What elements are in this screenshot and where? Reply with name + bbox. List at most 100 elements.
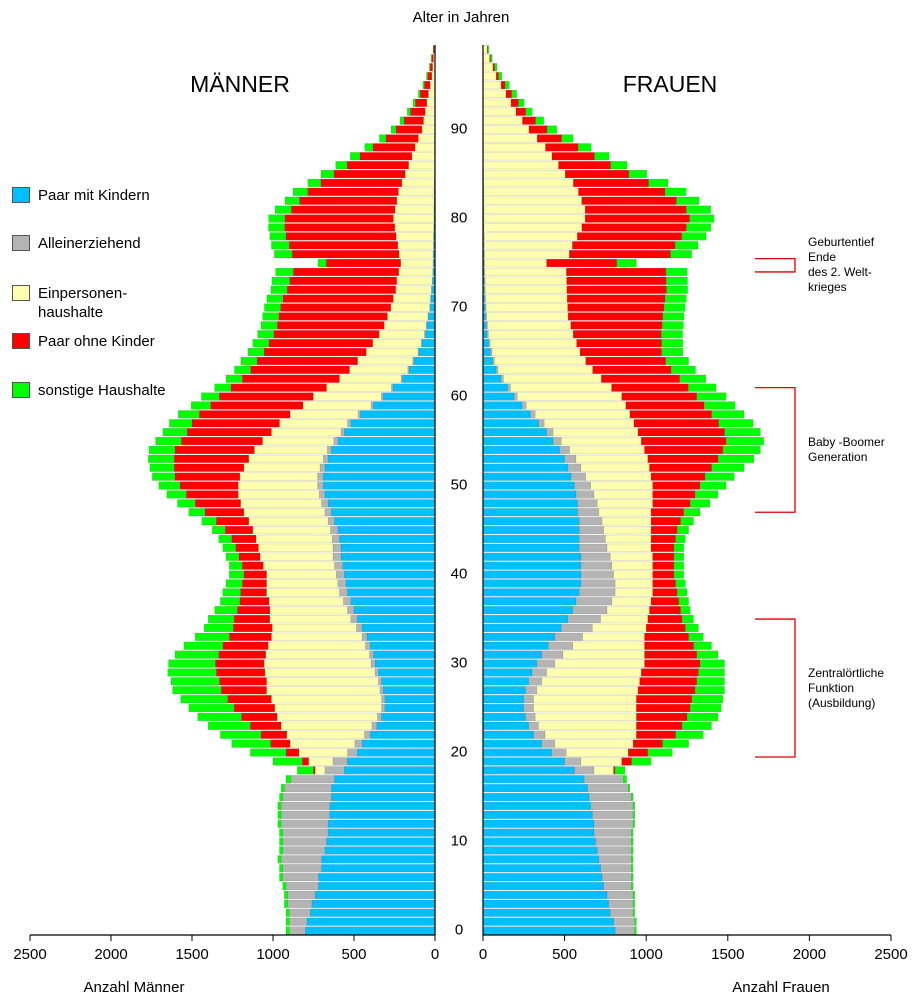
bar-segment — [652, 481, 701, 490]
bar-segment — [180, 695, 228, 704]
bar-segment — [287, 890, 316, 900]
bar-segment — [582, 632, 645, 641]
x-axis-label: Anzahl Männer — [84, 979, 185, 996]
bar-segment — [528, 721, 539, 730]
bar-segment — [525, 686, 538, 695]
bar-segment — [579, 588, 616, 597]
bar-segment — [482, 650, 543, 659]
bar-segment — [579, 347, 662, 357]
bar-segment — [663, 303, 686, 312]
bar-segment — [546, 125, 558, 134]
bar-segment — [482, 392, 515, 401]
bar-segment — [482, 570, 582, 579]
x-tick-label: 2500 — [13, 946, 46, 963]
bar-segment — [280, 303, 392, 312]
bar-segment — [384, 695, 436, 704]
bar-segment — [704, 472, 735, 481]
bar-segment — [572, 606, 608, 615]
bar-segment — [482, 463, 569, 472]
bar-segment — [510, 98, 519, 107]
bar-segment — [636, 721, 683, 730]
bar-segment — [271, 695, 382, 704]
bar-segment — [650, 525, 678, 535]
bar-segment — [423, 116, 436, 125]
bar-segment — [331, 508, 436, 517]
bar-segment — [276, 321, 385, 330]
bar-segment — [483, 107, 517, 116]
bar-segment — [484, 294, 486, 303]
bar-segment — [280, 721, 373, 730]
bar-segment — [234, 365, 251, 374]
bar-segment — [289, 410, 359, 419]
bar-segment — [592, 365, 672, 374]
bar-segment — [696, 677, 725, 686]
bar-segment — [482, 917, 614, 926]
bar-segment — [264, 668, 376, 677]
bar-segment — [680, 517, 694, 526]
bar-segment — [580, 561, 613, 570]
bar-segment — [581, 223, 687, 232]
bar-segment — [490, 347, 493, 357]
bar-segment — [578, 187, 666, 196]
bar-segment — [224, 525, 254, 535]
y-tick-label: 50 — [451, 477, 468, 494]
bar-segment — [404, 169, 435, 179]
bar-segment — [344, 570, 436, 579]
bar-segment — [288, 926, 306, 935]
bar-segment — [282, 881, 287, 891]
bar-segment — [533, 695, 637, 704]
x-tick-label: 2000 — [793, 946, 826, 963]
bar-segment — [631, 855, 634, 864]
bar-segment — [690, 499, 711, 508]
bar-segment — [482, 89, 507, 99]
bar-segment — [364, 730, 371, 739]
bar-segment — [528, 125, 548, 134]
bar-segment — [631, 837, 634, 846]
annotation: Baby -Boomer Generation — [808, 434, 885, 464]
bar-segment — [332, 543, 342, 552]
bar-segment — [377, 712, 382, 722]
bar-segment — [536, 134, 562, 143]
bar-segment — [306, 917, 436, 926]
bar-segment — [410, 107, 426, 116]
bar-segment — [652, 588, 678, 597]
bar-segment — [577, 499, 598, 508]
bar-segment — [396, 196, 435, 205]
bar-segment — [267, 641, 366, 650]
bar-segment — [587, 784, 629, 793]
bar-segment — [592, 810, 634, 819]
bar-segment — [482, 766, 575, 775]
bar-segment — [395, 285, 432, 294]
bar-segment — [327, 445, 332, 455]
bar-segment — [317, 481, 324, 490]
bar-segment — [696, 392, 727, 401]
bar-segment — [279, 864, 283, 873]
bar-segment — [483, 205, 586, 214]
bar-segment — [266, 570, 337, 579]
bar-segment — [632, 810, 636, 819]
bar-segment — [603, 881, 632, 891]
bar-segment — [191, 419, 280, 428]
bar-segment — [282, 873, 319, 882]
bar-segment — [482, 757, 565, 766]
bar-segment — [482, 80, 502, 90]
bar-segment — [326, 383, 392, 392]
bar-segment — [482, 695, 525, 704]
bar-segment — [327, 828, 436, 837]
x-tick-label: 2000 — [94, 946, 127, 963]
bar-segment — [268, 214, 286, 223]
bar-segment — [641, 436, 727, 446]
bar-segment — [233, 614, 271, 624]
bar-segment — [482, 534, 580, 544]
bar-segment — [559, 445, 570, 455]
bar-segment — [177, 410, 200, 419]
bar-segment — [322, 454, 329, 463]
bar-segment — [650, 534, 676, 544]
bar-segment — [681, 614, 694, 624]
bar-segment — [572, 641, 645, 650]
bar-segment — [317, 472, 324, 481]
bar-segment — [356, 623, 363, 633]
bar-segment — [645, 623, 686, 633]
bar-segment — [610, 552, 653, 561]
bar-segment — [580, 757, 622, 766]
